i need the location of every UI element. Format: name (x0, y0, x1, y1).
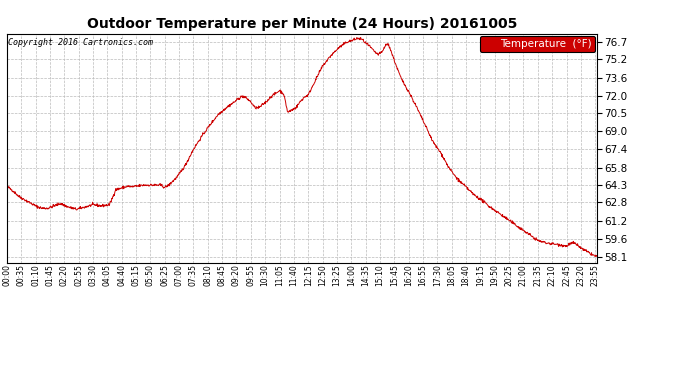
Legend: Temperature  (°F): Temperature (°F) (480, 36, 595, 52)
Title: Outdoor Temperature per Minute (24 Hours) 20161005: Outdoor Temperature per Minute (24 Hours… (87, 17, 517, 31)
Text: Copyright 2016 Cartronics.com: Copyright 2016 Cartronics.com (8, 38, 153, 47)
